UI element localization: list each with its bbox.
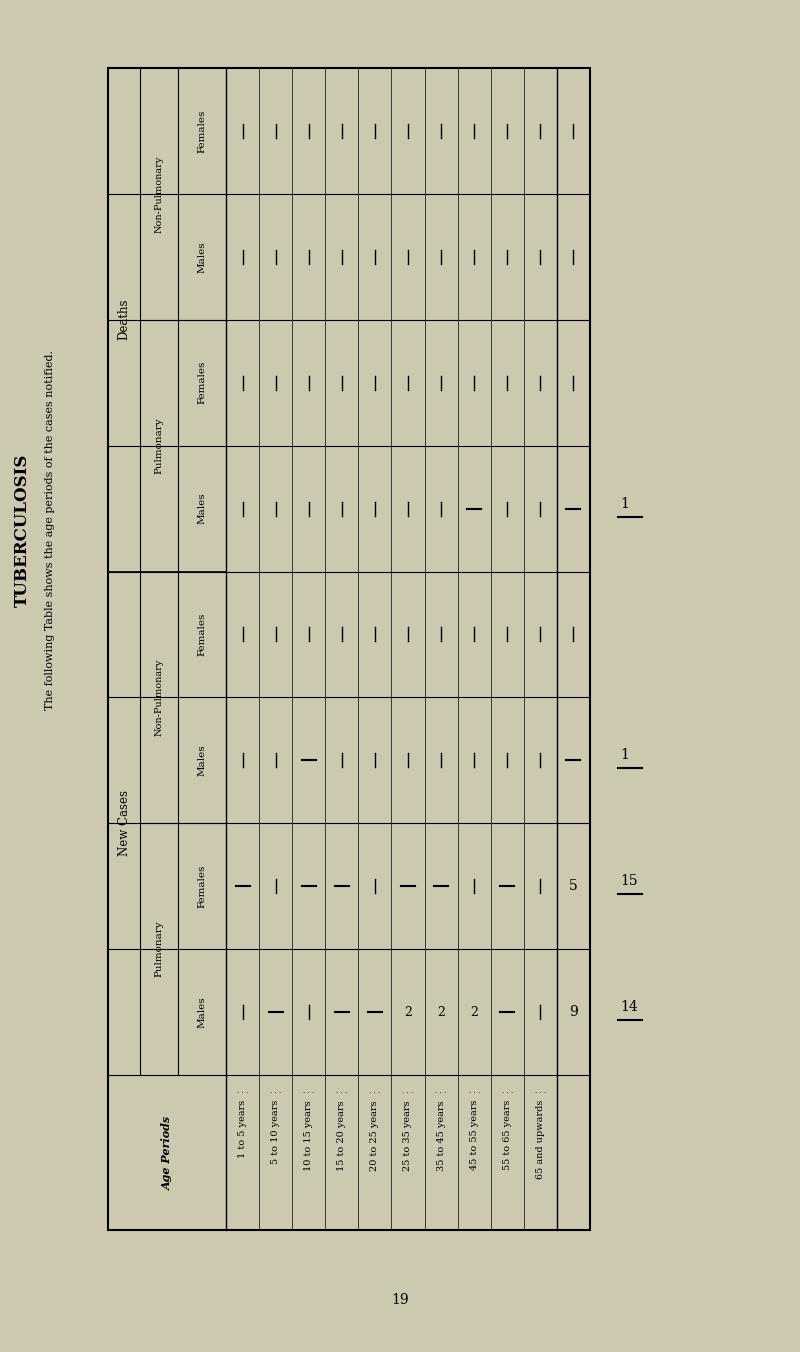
Text: 2: 2 — [470, 1006, 478, 1018]
Text: 5 to 10 years: 5 to 10 years — [271, 1101, 280, 1164]
Text: 14: 14 — [620, 1000, 638, 1014]
Text: Males: Males — [198, 492, 206, 525]
Text: 65 and upwards: 65 and upwards — [536, 1101, 545, 1179]
Text: . . .: . . . — [303, 1087, 314, 1095]
Text: Females: Females — [198, 110, 206, 153]
Text: 19: 19 — [391, 1293, 409, 1307]
Text: Females: Females — [198, 864, 206, 909]
Text: . . .: . . . — [336, 1087, 347, 1095]
Text: Males: Males — [198, 745, 206, 776]
Bar — [108, 68, 590, 1230]
Text: . . .: . . . — [270, 1087, 282, 1095]
Text: Non-Pulmonary: Non-Pulmonary — [154, 155, 163, 233]
Text: . . .: . . . — [402, 1087, 414, 1095]
Text: 55 to 65 years: 55 to 65 years — [502, 1101, 512, 1171]
Text: 2: 2 — [404, 1006, 412, 1018]
Text: 45 to 55 years: 45 to 55 years — [470, 1101, 478, 1171]
Text: Females: Females — [198, 612, 206, 656]
Text: Deaths: Deaths — [118, 299, 130, 341]
Text: . . .: . . . — [370, 1087, 381, 1095]
Text: TUBERCULOSIS: TUBERCULOSIS — [14, 453, 30, 607]
Text: 2: 2 — [437, 1006, 445, 1018]
Text: . . .: . . . — [435, 1087, 446, 1095]
Text: Females: Females — [198, 361, 206, 404]
Text: 1: 1 — [620, 496, 629, 511]
Text: Males: Males — [198, 241, 206, 273]
Text: 15 to 20 years: 15 to 20 years — [338, 1101, 346, 1171]
Text: Pulmonary: Pulmonary — [154, 418, 163, 475]
Text: Pulmonary: Pulmonary — [154, 921, 163, 977]
Text: New Cases: New Cases — [118, 791, 130, 856]
Text: . . .: . . . — [502, 1087, 513, 1095]
Text: 35 to 45 years: 35 to 45 years — [437, 1101, 446, 1171]
Text: 1 to 5 years: 1 to 5 years — [238, 1101, 247, 1159]
Text: 15: 15 — [620, 875, 638, 888]
Text: The following Table shows the age periods of the cases notified.: The following Table shows the age period… — [45, 350, 55, 710]
Text: 1: 1 — [620, 748, 629, 763]
Text: . . .: . . . — [237, 1087, 248, 1095]
Text: 9: 9 — [569, 1005, 578, 1019]
Text: Non-Pulmonary: Non-Pulmonary — [154, 658, 163, 735]
Text: Males: Males — [198, 996, 206, 1028]
Text: . . .: . . . — [534, 1087, 546, 1095]
Text: Age Periods: Age Periods — [162, 1115, 173, 1190]
Text: 10 to 15 years: 10 to 15 years — [304, 1101, 314, 1171]
Text: . . .: . . . — [469, 1087, 480, 1095]
Text: 20 to 25 years: 20 to 25 years — [370, 1101, 379, 1171]
Text: 5: 5 — [569, 879, 578, 894]
Text: 25 to 35 years: 25 to 35 years — [403, 1101, 413, 1171]
